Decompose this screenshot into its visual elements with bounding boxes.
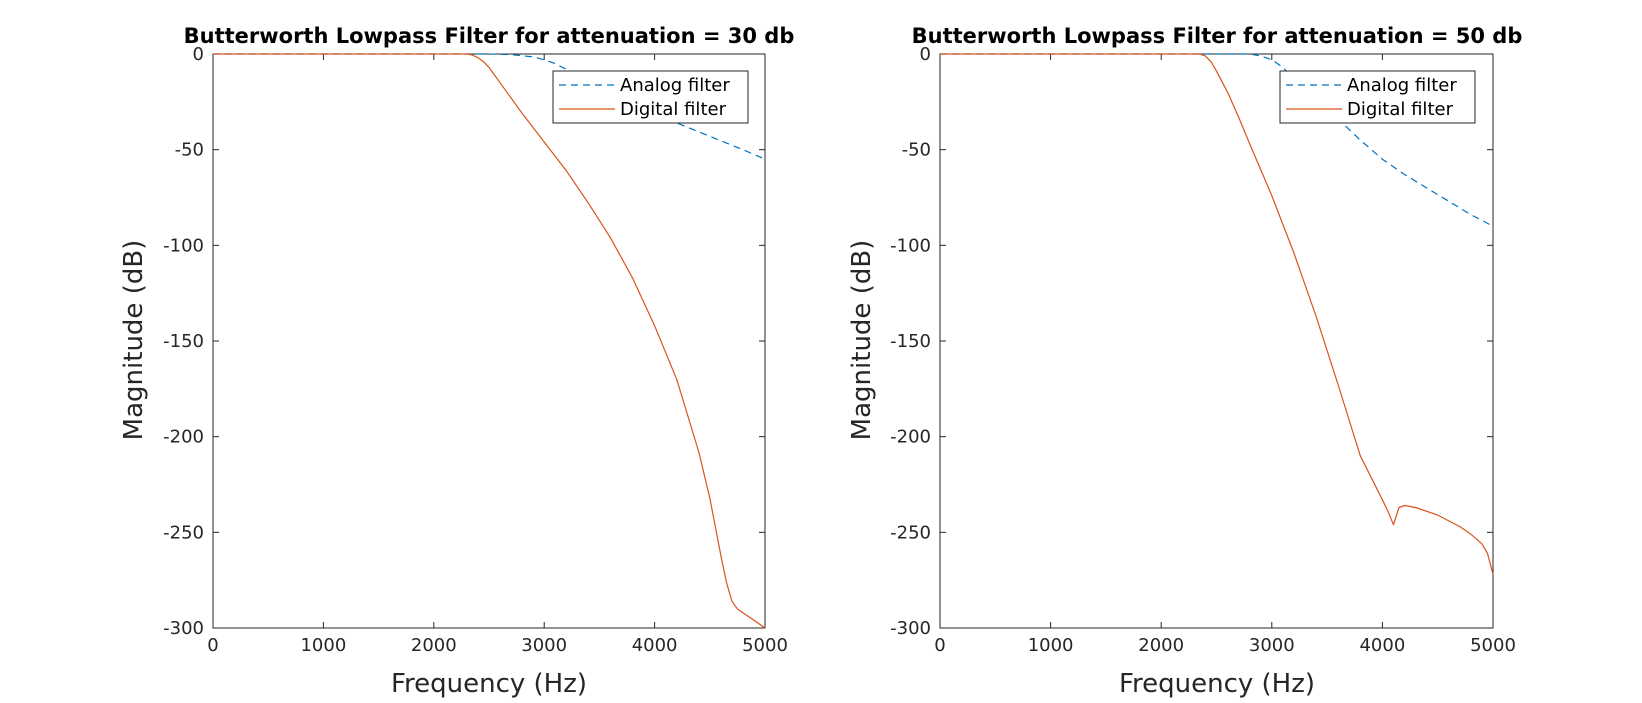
x-tick-label: 1000	[300, 635, 346, 656]
plot-area: 0 1000 2000 3000 4000 5000 -300 -250 -200 -150 -10…	[890, 44, 1516, 656]
y-tick-label: -50	[902, 140, 931, 161]
y-tick-label: -200	[890, 427, 931, 448]
y-tick-label: -250	[890, 522, 931, 543]
legend-box	[1279, 70, 1476, 124]
y-axis-label: Magnitude (dB)	[119, 240, 149, 441]
x-tick-label: 3000	[1249, 635, 1295, 656]
x-tick-label: 2000	[411, 635, 457, 656]
chart-title: Butterworth Lowpass Filter for attenuati…	[184, 24, 795, 48]
y-tick-label: -200	[163, 427, 204, 448]
y-tick-label: -250	[163, 522, 204, 543]
legend-entry-label: Digital filter	[1347, 99, 1454, 120]
y-tick-label: -300	[163, 618, 204, 639]
y-tick-label: -300	[890, 618, 931, 639]
x-tick-label: 4000	[632, 635, 678, 656]
analog-filter-line	[940, 53, 1494, 227]
chart-title: Butterworth Lowpass Filter for attenuati…	[912, 24, 1523, 48]
x-tick-label: 5000	[1470, 635, 1516, 656]
x-tick-label: 5000	[742, 635, 788, 656]
x-tick-label: 2000	[1138, 635, 1184, 656]
plot-area: 0 1000 2000 3000 4000 5000 -300 -250 -200 -150 -10…	[163, 44, 788, 656]
digital-filter-line	[940, 53, 1494, 575]
digital-filter-line	[213, 53, 766, 629]
x-axis-label: Frequency (Hz)	[391, 669, 587, 699]
y-axis-label: Magnitude (dB)	[847, 240, 877, 441]
analog-filter-line	[213, 53, 766, 160]
plot-attenuation-50: Butterworth Lowpass Filter for attenuati…	[847, 24, 1522, 699]
x-tick-label: 3000	[521, 635, 567, 656]
legend: Analog filter Digital filter	[1279, 70, 1476, 124]
legend: Analog filter Digital filter	[552, 70, 749, 124]
y-tick-label: -50	[175, 140, 204, 161]
y-tick-label: 0	[193, 44, 204, 65]
y-tick-label: -100	[163, 235, 204, 256]
legend-box	[552, 70, 749, 124]
x-tick-label: 0	[207, 635, 218, 656]
y-tick-label: -150	[890, 331, 931, 352]
x-axis-label: Frequency (Hz)	[1119, 669, 1315, 699]
legend-entry-label: Digital filter	[620, 99, 727, 120]
x-tick-label: 0	[934, 635, 945, 656]
plot-attenuation-30: Butterworth Lowpass Filter for attenuati…	[119, 24, 794, 699]
x-tick-label: 1000	[1028, 635, 1074, 656]
y-tick-label: 0	[920, 44, 931, 65]
x-tick-label: 4000	[1359, 635, 1405, 656]
y-tick-label: -100	[890, 235, 931, 256]
y-tick-label: -150	[163, 331, 204, 352]
legend-entry-label: Analog filter	[620, 75, 730, 96]
legend-entry-label: Analog filter	[1347, 75, 1457, 96]
